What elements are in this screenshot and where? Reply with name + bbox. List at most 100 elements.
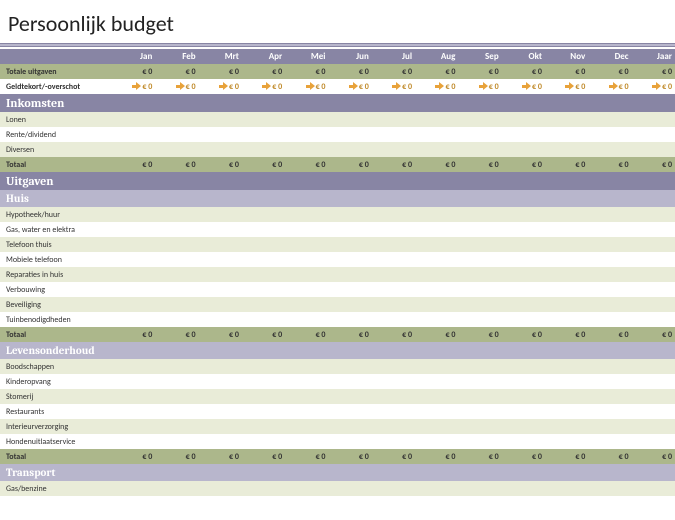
cell-value <box>502 404 545 419</box>
cell-value <box>199 207 242 222</box>
arrow-icon <box>176 82 185 91</box>
cell-value <box>632 374 675 389</box>
cell-value: € 0 <box>112 449 155 464</box>
cell-value: € 0 <box>155 157 198 172</box>
cell-value <box>415 297 458 312</box>
cell-value <box>588 434 631 449</box>
cell-value <box>285 419 328 434</box>
cell-value <box>415 359 458 374</box>
cell-value <box>242 207 285 222</box>
table-row: Diversen <box>0 142 675 157</box>
table-row: Lonen <box>0 112 675 127</box>
row-label: Interieurverzorging <box>0 419 112 434</box>
cell-value <box>415 389 458 404</box>
arrow-icon <box>522 82 531 91</box>
cell-value <box>502 112 545 127</box>
cell-value: € 0 <box>328 157 371 172</box>
cell-value <box>112 112 155 127</box>
month-header: Feb <box>155 49 198 64</box>
cell-value: € 0 <box>155 64 198 79</box>
title-separator <box>0 43 675 47</box>
cell-value <box>415 267 458 282</box>
section-title: Levensonderhoud <box>0 342 675 359</box>
cell-value <box>112 267 155 282</box>
row-label: Kinderopvang <box>0 374 112 389</box>
row-label: Reparaties in huis <box>0 267 112 282</box>
arrow-icon <box>219 82 228 91</box>
cell-value <box>242 297 285 312</box>
cell-value <box>155 389 198 404</box>
cell-value <box>588 374 631 389</box>
cell-value <box>415 207 458 222</box>
cell-value <box>242 419 285 434</box>
cell-value <box>545 237 588 252</box>
cell-value <box>545 359 588 374</box>
arrow-icon <box>652 82 661 91</box>
page-title: Persoonlijk budget <box>0 0 675 43</box>
cell-value <box>458 252 501 267</box>
cell-value: € 0 <box>458 157 501 172</box>
cell-value <box>415 374 458 389</box>
cell-value <box>545 112 588 127</box>
cell-value: € 0 <box>112 327 155 342</box>
arrow-icon <box>565 82 574 91</box>
cell-value: € 0 <box>328 79 371 94</box>
cell-value <box>632 359 675 374</box>
cell-value <box>458 404 501 419</box>
cell-value <box>632 207 675 222</box>
cell-value <box>545 389 588 404</box>
table-row: Geldtekort/-overschot€ 0€ 0€ 0€ 0€ 0€ 0€… <box>0 79 675 94</box>
cell-value <box>372 112 415 127</box>
cell-value <box>372 222 415 237</box>
cell-value <box>242 142 285 157</box>
cell-value: € 0 <box>502 79 545 94</box>
cell-value: € 0 <box>502 64 545 79</box>
section-title: Inkomsten <box>0 94 675 112</box>
cell-value <box>328 252 371 267</box>
cell-value <box>242 222 285 237</box>
month-header: Jaar <box>632 49 675 64</box>
cell-value: € 0 <box>199 157 242 172</box>
cell-value: € 0 <box>415 449 458 464</box>
cell-value <box>458 237 501 252</box>
cell-value <box>588 252 631 267</box>
cell-value: € 0 <box>285 449 328 464</box>
cell-value <box>545 312 588 327</box>
cell-value <box>242 112 285 127</box>
cell-value <box>155 112 198 127</box>
cell-value: € 0 <box>632 327 675 342</box>
subsection-header: Huis <box>0 190 675 207</box>
cell-value <box>242 359 285 374</box>
cell-value <box>328 434 371 449</box>
cell-value <box>502 282 545 297</box>
row-label: Hondenuitlaatservice <box>0 434 112 449</box>
table-row: Kinderopvang <box>0 374 675 389</box>
cell-value <box>155 237 198 252</box>
cell-value <box>458 112 501 127</box>
cell-value <box>285 312 328 327</box>
cell-value <box>328 207 371 222</box>
cell-value <box>545 481 588 496</box>
table-row: Mobiele telefoon <box>0 252 675 267</box>
cell-value <box>458 374 501 389</box>
cell-value <box>415 112 458 127</box>
cell-value <box>285 434 328 449</box>
cell-value <box>415 404 458 419</box>
cell-value <box>285 267 328 282</box>
cell-value: € 0 <box>199 64 242 79</box>
cell-value <box>502 267 545 282</box>
month-header: Mrt <box>199 49 242 64</box>
cell-value <box>285 142 328 157</box>
cell-value: € 0 <box>372 79 415 94</box>
cell-value: € 0 <box>199 327 242 342</box>
cell-value <box>112 312 155 327</box>
section-title: Uitgaven <box>0 172 675 190</box>
cell-value <box>502 127 545 142</box>
cell-value <box>372 419 415 434</box>
cell-value: € 0 <box>502 327 545 342</box>
cell-value <box>372 312 415 327</box>
month-header: Jun <box>328 49 371 64</box>
cell-value <box>242 252 285 267</box>
cell-value: € 0 <box>242 157 285 172</box>
cell-value <box>285 282 328 297</box>
